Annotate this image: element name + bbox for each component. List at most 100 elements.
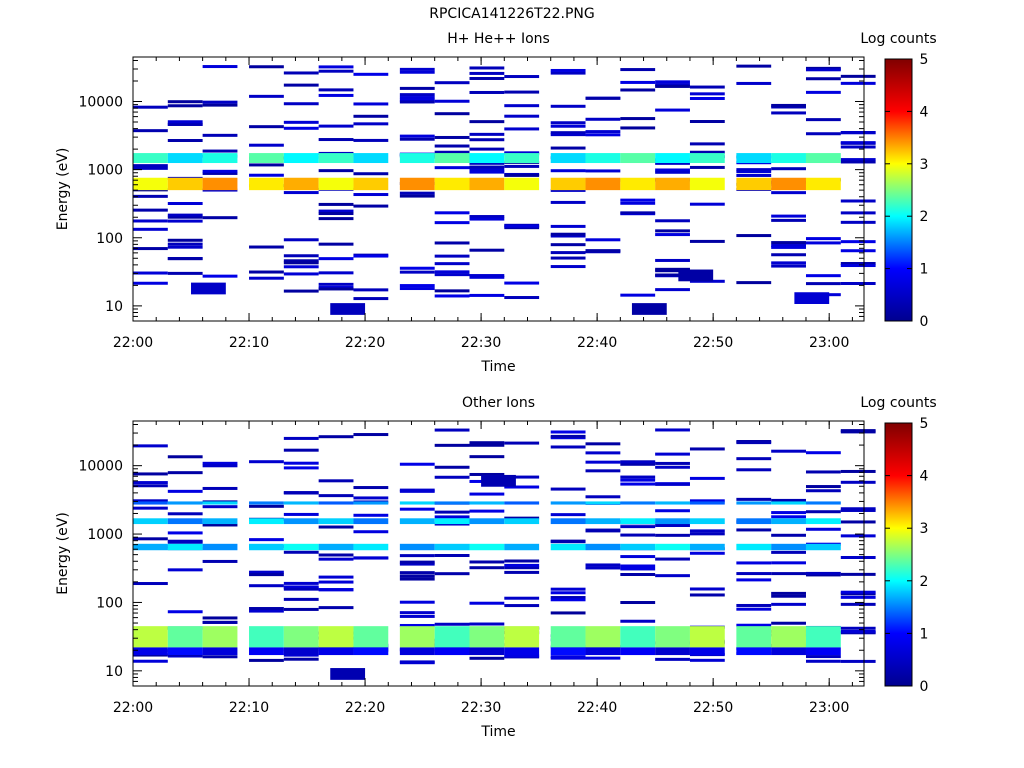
heatmap-cell [771, 498, 806, 502]
heatmap-cell [133, 281, 168, 285]
heatmap-cell [434, 112, 470, 116]
heatmap-cell [283, 436, 319, 440]
heatmap-cell [840, 508, 876, 512]
heatmap-band-cell [771, 626, 806, 648]
heatmap-cell [249, 584, 284, 588]
heatmap-band-cell [318, 153, 354, 164]
heatmap-cell [318, 217, 354, 221]
heatmap-band-cell [434, 518, 470, 525]
heatmap-cell [283, 597, 319, 601]
heatmap-cell [399, 661, 435, 665]
heatmap-cell [840, 160, 876, 164]
heatmap-cell [434, 428, 470, 432]
heatmap-cell [840, 626, 876, 630]
heatmap-cell [655, 461, 690, 465]
x-tick-label: 22:40 [577, 700, 617, 716]
heatmap-cell [133, 444, 168, 448]
heatmap-cell [283, 120, 319, 124]
file-title: RPCICA141226T22.PNG [429, 6, 595, 22]
heatmap-cell [771, 261, 806, 265]
heatmap-cell [771, 449, 806, 453]
heatmap-band-cell [167, 626, 203, 648]
heatmap-band-cell [353, 626, 389, 648]
heatmap-cell [504, 566, 540, 570]
heatmap-band-cell [399, 177, 435, 191]
heatmap-cell [504, 570, 540, 574]
heatmap-cell [771, 253, 806, 257]
heatmap-cell [655, 482, 690, 486]
heatmap-cell [504, 114, 540, 118]
heatmap-cell [805, 118, 841, 122]
heatmap-cell [840, 81, 876, 85]
heatmap-band-cell [202, 626, 238, 648]
heatmap-band-cell [805, 543, 841, 551]
heatmap-band-cell [550, 543, 586, 551]
heatmap-cell [689, 532, 725, 536]
heatmap-cell [318, 435, 354, 439]
plot-frame [132, 56, 865, 322]
heatmap-band-cell [689, 626, 725, 648]
heatmap-cell [353, 556, 389, 560]
heatmap-band-cell [620, 501, 656, 505]
heatmap-cell [504, 485, 540, 489]
heatmap-cell [736, 281, 772, 285]
heatmap-cell [585, 169, 621, 173]
heatmap-cell [504, 559, 540, 563]
heatmap-cell [771, 218, 806, 222]
heatmap-cell [620, 80, 656, 84]
heatmap-cell [133, 484, 168, 488]
heatmap-cell [283, 102, 319, 106]
heatmap-cell [620, 117, 656, 121]
heatmap-cell [736, 173, 772, 177]
heatmap-cell [283, 587, 319, 591]
heatmap-cell [620, 68, 656, 72]
heatmap-cell [550, 104, 586, 108]
heatmap-cell [689, 593, 725, 597]
heatmap-band-cell [399, 626, 435, 648]
heatmap-cell [736, 170, 772, 174]
heatmap-band-cell [771, 518, 806, 525]
heatmap-band-cell [133, 177, 168, 191]
heatmap-band-cell [469, 153, 505, 164]
heatmap-cell [469, 622, 505, 626]
heatmap-cell [585, 566, 621, 570]
heatmap-cell [318, 209, 354, 213]
heatmap-band-cell [318, 501, 354, 505]
heatmap-cell [434, 221, 470, 225]
heatmap-cell [133, 537, 168, 541]
heatmap-cell [249, 245, 284, 249]
heatmap-cell [678, 269, 714, 282]
heatmap-cell [202, 133, 238, 137]
heatmap-cell [434, 294, 470, 298]
heatmap-cell [167, 257, 203, 261]
heatmap-band-cell [655, 501, 690, 505]
heatmap-cell [167, 512, 203, 516]
heatmap-cell [469, 566, 505, 570]
heatmap-cell [736, 168, 772, 172]
heatmap-cell [434, 262, 470, 266]
heatmap-cell [249, 270, 284, 274]
heatmap-cell [794, 292, 830, 304]
heatmap-cell [434, 510, 470, 514]
heatmap-cell [434, 554, 470, 558]
heatmap-cell [689, 85, 725, 89]
heatmap-cell [283, 491, 319, 495]
y-axis-label: Energy (eV) [55, 512, 71, 595]
heatmap-cell [318, 287, 354, 291]
heatmap-cell [434, 241, 470, 245]
heatmap-band-cell [620, 153, 656, 164]
heatmap-cell [736, 603, 772, 607]
heatmap-cell [399, 93, 435, 97]
heatmap-cell [585, 117, 621, 121]
heatmap-band-cell [550, 177, 586, 191]
heatmap-cell [434, 135, 470, 139]
heatmap-cell [167, 100, 203, 104]
heatmap-cell [736, 234, 772, 238]
heatmap-cell [840, 282, 876, 286]
heatmap-cell [249, 504, 284, 508]
heatmap-band-cell [283, 543, 319, 551]
heatmap-cell [550, 256, 586, 260]
colorbar-tick-label: 4 [920, 104, 929, 120]
heatmap-cell [504, 151, 540, 155]
heatmap-cell [585, 528, 621, 532]
